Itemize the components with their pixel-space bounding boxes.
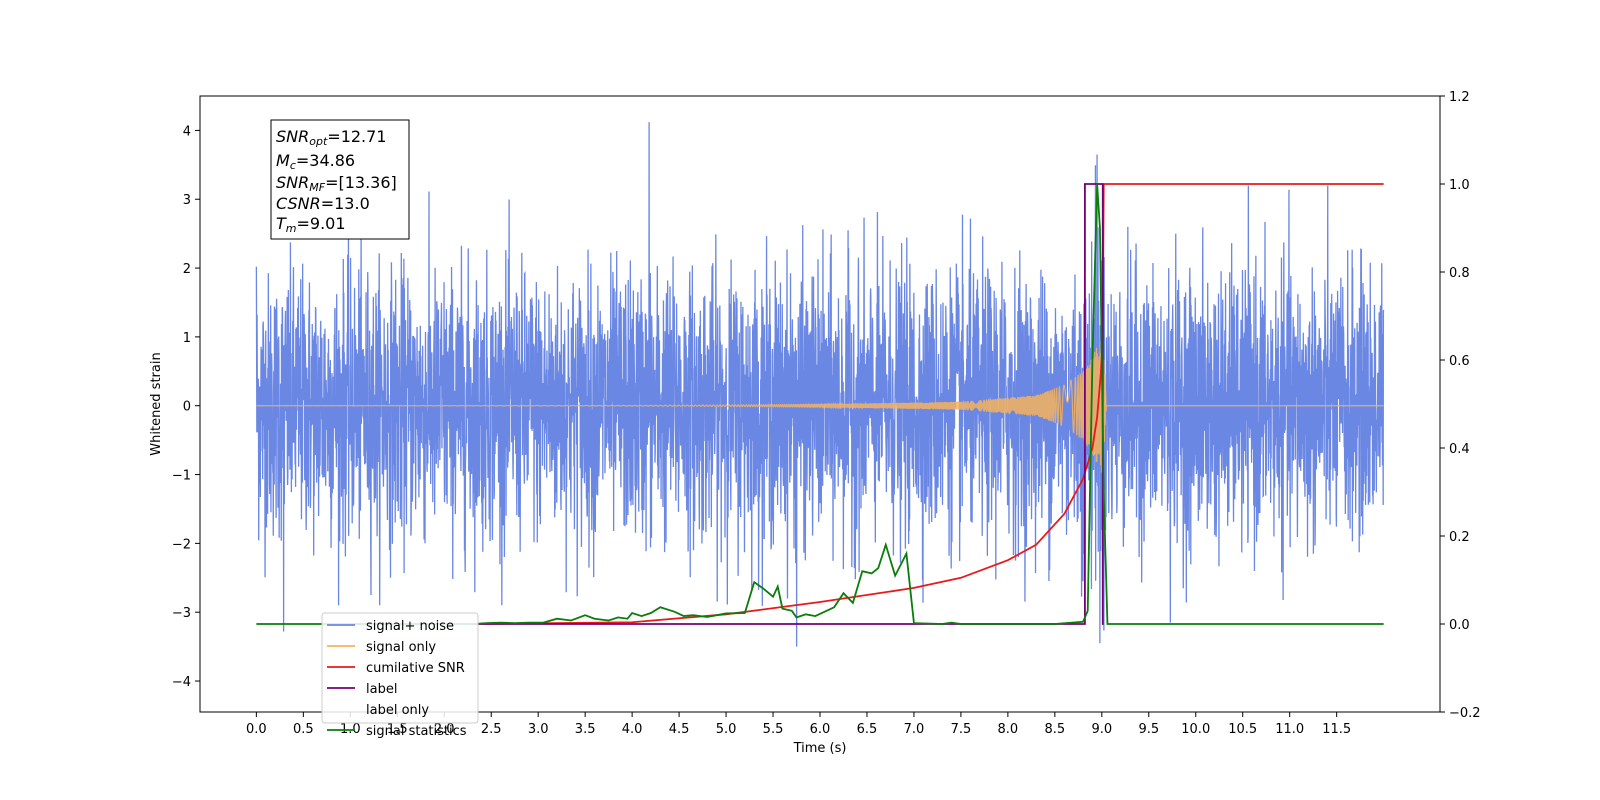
y-tick-label: −3 (172, 606, 191, 621)
x-tick-label: 9.0 (1091, 722, 1112, 737)
series-signal-only (256, 341, 1384, 473)
x-tick-label: 11.5 (1322, 722, 1351, 737)
x-tick-label: 0.0 (246, 722, 267, 737)
legend-entry: signal only (366, 640, 436, 655)
legend-box (321, 612, 479, 724)
y-tick-label: −1 (172, 469, 191, 484)
x-tick-label: 9.5 (1138, 722, 1159, 737)
y-axis-left: −4 −3 −2 −1 0 1 2 3 4 (172, 124, 200, 690)
stat-line: Tm=9.01 (276, 214, 346, 235)
stat-line: SNRopt=12.71 (276, 127, 387, 148)
x-tick-label: 7.0 (904, 722, 925, 737)
x-tick-label: 2.5 (481, 722, 502, 737)
legend: signal+ noise signal only cumilative SNR la… (321, 612, 479, 739)
legend-entry: label only (366, 703, 429, 718)
stats-box (270, 119, 410, 240)
x-tick-label: 3.5 (575, 722, 596, 737)
y-tick-label: 4 (183, 124, 191, 139)
x-tick-label: 7.5 (951, 722, 972, 737)
x-tick-label: 5.5 (763, 722, 784, 737)
x-tick-label: 8.5 (1045, 722, 1066, 737)
x-tick-label: 4.5 (669, 722, 690, 737)
y2-tick-label: 1.2 (1449, 90, 1470, 105)
y-tick-label: 2 (183, 262, 191, 277)
legend-entry: signal statistics (366, 724, 467, 739)
y-tick-label: −4 (172, 675, 191, 690)
legend-entry: cumilative SNR (366, 661, 465, 676)
x-axis-title: Time (s) (793, 741, 847, 756)
y2-tick-label: −0.2 (1449, 706, 1481, 721)
x-tick-label: 5.0 (716, 722, 737, 737)
y2-tick-label: 1.0 (1449, 178, 1470, 193)
x-tick-label: 6.5 (857, 722, 878, 737)
y2-tick-label: 0.2 (1449, 530, 1470, 545)
stats-annotation: SNRopt=12.71 Mc=34.86SNRMF=[13.36]CSNR=13… (270, 119, 410, 240)
y-axis-right: −0.2 0.0 0.2 0.4 0.6 0.8 1.0 1.2 (1440, 90, 1481, 721)
x-tick-label: 10.0 (1181, 722, 1210, 737)
y-tick-label: 1 (183, 331, 191, 346)
y2-tick-label: 0.4 (1449, 442, 1470, 457)
x-tick-label: 0.5 (293, 722, 314, 737)
x-tick-label: 1.5 (387, 722, 408, 737)
stat-line: CSNR=13.0 (276, 194, 370, 213)
y2-tick-label: 0.0 (1449, 618, 1470, 633)
x-tick-label: 10.5 (1228, 722, 1257, 737)
legend-entry: label (366, 682, 397, 697)
series-signal-noise (255, 122, 1385, 647)
legend-entry: signal+ noise (366, 619, 454, 634)
x-tick-label: 11.0 (1275, 722, 1304, 737)
stat-line: Mc=34.86 (276, 151, 355, 172)
x-tick-label: 2.0 (434, 722, 455, 737)
x-tick-label: 3.0 (528, 722, 549, 737)
y-tick-label: 3 (183, 193, 191, 208)
stat-line: SNRMF=[13.36] (276, 173, 397, 194)
x-tick-label: 6.0 (810, 722, 831, 737)
y-axis-title: Whitened strain (149, 352, 164, 455)
x-axis: 0.0 0.5 1.0 1.5 2.0 2.5 3.0 3.5 4.0 4.5 5.0 5.5 6.0 6… (246, 712, 1351, 737)
y-tick-label: −2 (172, 537, 191, 552)
y2-tick-label: 0.6 (1449, 354, 1470, 369)
series-signal-statistics (256, 183, 1384, 625)
x-tick-label: 8.0 (998, 722, 1019, 737)
plot-area (255, 122, 1385, 647)
y-tick-label: 0 (183, 400, 191, 415)
y2-tick-label: 0.8 (1449, 266, 1470, 281)
x-tick-label: 4.0 (622, 722, 643, 737)
